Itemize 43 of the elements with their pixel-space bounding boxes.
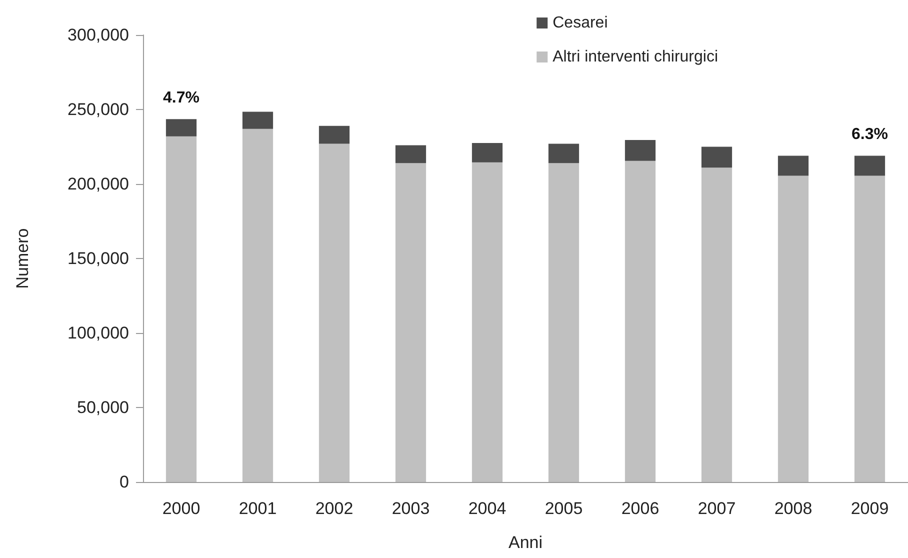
y-tick-label: 200,000 [68, 174, 129, 194]
bar [242, 112, 274, 129]
x-tick-label: 2004 [468, 499, 506, 518]
y-axis-title: Numero [13, 228, 32, 289]
bar [778, 176, 809, 482]
y-tick-label: 150,000 [68, 249, 129, 268]
annotation: 4.7% [163, 90, 200, 107]
x-tick-label: 2008 [774, 499, 812, 518]
x-tick-label: 2007 [698, 499, 736, 518]
y-tick-label: 250,000 [68, 100, 129, 119]
x-tick-label: 2000 [162, 499, 200, 518]
bar [242, 128, 274, 482]
bar [854, 176, 886, 482]
bar [395, 145, 426, 164]
x-axis-title: Anni [508, 533, 543, 552]
bar [318, 144, 350, 482]
y-tick-label: 0 [120, 472, 129, 492]
legend-label: Cesarei [552, 14, 608, 32]
legend-label: Altri interventi chirurgici [552, 48, 718, 66]
bar [166, 119, 197, 136]
y-tick-label: 50,000 [77, 398, 129, 417]
bar [318, 126, 350, 144]
x-tick-label: 2003 [392, 499, 430, 518]
x-tick-label: 2009 [850, 499, 889, 518]
y-tick-label: 300,000 [68, 26, 129, 44]
bar [701, 146, 732, 168]
y-tick-label: 100,000 [68, 324, 129, 342]
x-tick-label: 2001 [238, 499, 277, 518]
x-tick-label: 2005 [544, 499, 583, 518]
bar [395, 163, 426, 482]
x-tick-label: 2006 [621, 499, 660, 518]
bar [472, 162, 503, 482]
bar [854, 156, 886, 176]
x-tick-label: 2002 [315, 499, 354, 518]
bar [472, 143, 503, 162]
annotation: 6.3% [852, 126, 888, 144]
bar [548, 163, 580, 482]
bar [166, 136, 197, 482]
bar [701, 168, 732, 482]
bar [624, 160, 656, 482]
bar [778, 156, 809, 176]
bar [624, 140, 656, 161]
bar [548, 144, 580, 164]
